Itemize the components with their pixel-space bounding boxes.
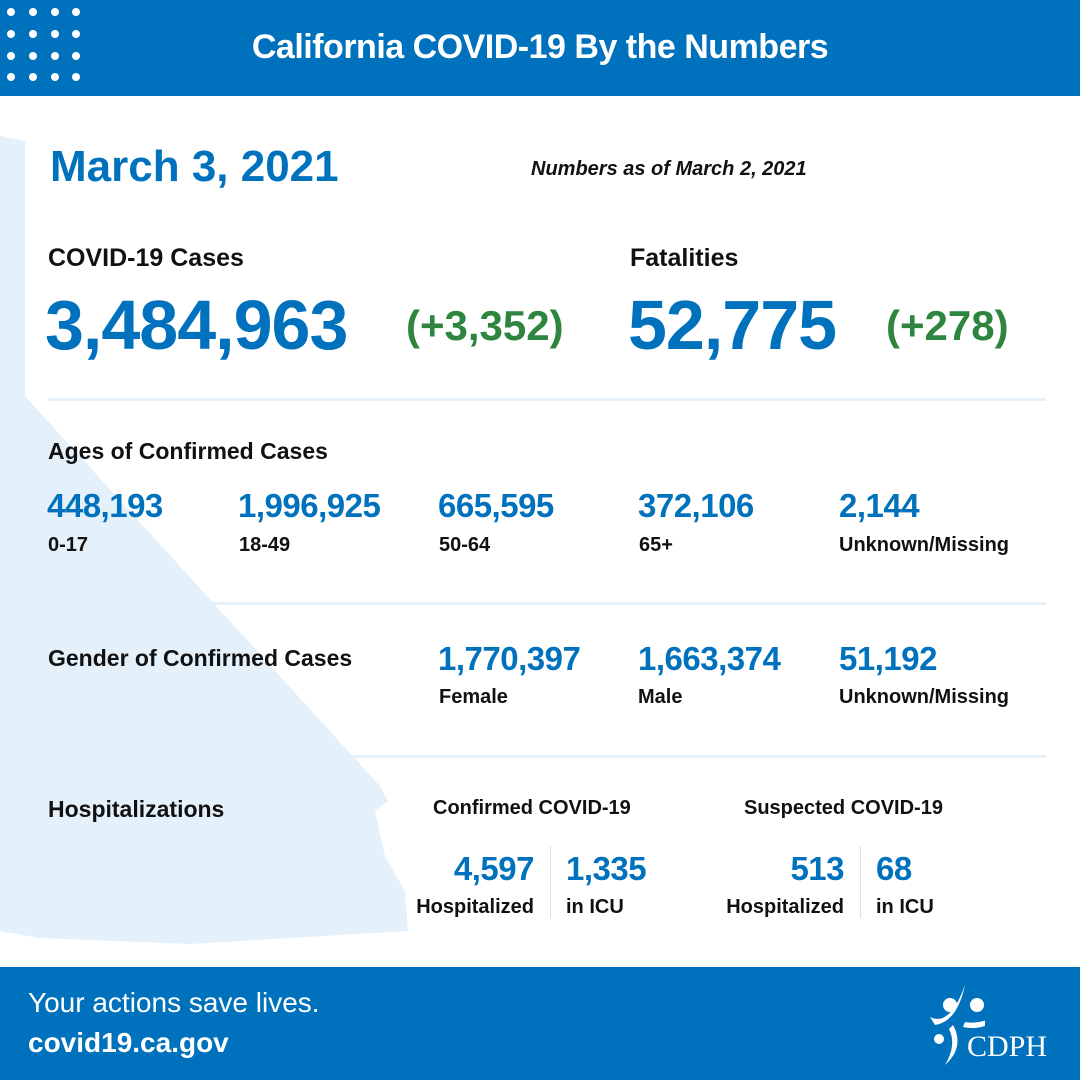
confirmed-icu-label: in ICU (566, 896, 624, 918)
report-date: March 3, 2021 (50, 142, 339, 191)
gender-value: 1,663,374 (638, 640, 781, 677)
age-label: 0-17 (48, 534, 89, 556)
gender-label: Female (439, 686, 508, 708)
tagline: Your actions save lives. (28, 987, 320, 1018)
california-map-background (0, 136, 408, 944)
fatalities-change: (+278) (886, 302, 1009, 349)
confirmed-icu-value: 1,335 (566, 850, 647, 887)
gender-value: 1,770,397 (438, 640, 581, 677)
confirmed-title: Confirmed COVID-19 (433, 797, 631, 819)
page-title: California COVID-19 By the Numbers (251, 28, 829, 66)
footer-bar: Your actions save lives. covid19.ca.gov … (0, 967, 1080, 1080)
age-value: 448,193 (47, 487, 163, 524)
age-value: 1,996,925 (238, 487, 381, 524)
cases-total: 3,484,963 (45, 286, 348, 364)
hospitalizations-title: Hospitalizations (48, 796, 225, 822)
divider (48, 755, 1046, 758)
suspected-hospitalized-value: 513 (790, 850, 844, 887)
age-label: Unknown/Missing (839, 534, 1009, 556)
age-value: 665,595 (438, 487, 554, 524)
suspected-icu-value: 68 (876, 850, 912, 887)
fatalities-label: Fatalities (630, 244, 739, 272)
cdph-figures-icon (930, 985, 985, 1065)
confirmed-hospitalized-label: Hospitalized (416, 896, 534, 918)
cases-change: (+3,352) (406, 302, 564, 349)
cdph-logo-text: CDPH (967, 1030, 1048, 1063)
age-label: 50-64 (439, 534, 491, 556)
age-value: 372,106 (638, 487, 754, 524)
age-value: 2,144 (839, 487, 920, 524)
confirmed-hospitalized-value: 4,597 (453, 850, 535, 887)
suspected-title: Suspected COVID-19 (744, 797, 943, 819)
suspected-icu-label: in ICU (876, 896, 934, 918)
ages-title: Ages of Confirmed Cases (48, 438, 328, 464)
website-link[interactable]: covid19.ca.gov (28, 1027, 229, 1058)
divider (860, 846, 861, 918)
divider (48, 602, 1046, 605)
age-label: 65+ (639, 534, 673, 556)
suspected-hospitalized-label: Hospitalized (726, 896, 844, 918)
cdph-logo: CDPH (925, 977, 1055, 1072)
as-of-note: Numbers as of March 2, 2021 (531, 158, 807, 180)
fatalities-total: 52,775 (628, 286, 837, 364)
gender-label: Male (638, 686, 683, 708)
gender-value: 51,192 (839, 640, 937, 677)
age-label: 18-49 (239, 534, 291, 556)
header-bar: California COVID-19 By the Numbers (0, 0, 1080, 96)
divider (48, 398, 1046, 401)
divider (550, 846, 551, 918)
cases-label: COVID-19 Cases (48, 244, 244, 272)
gender-title: Gender of Confirmed Cases (48, 645, 353, 671)
gender-label: Unknown/Missing (839, 686, 1009, 708)
